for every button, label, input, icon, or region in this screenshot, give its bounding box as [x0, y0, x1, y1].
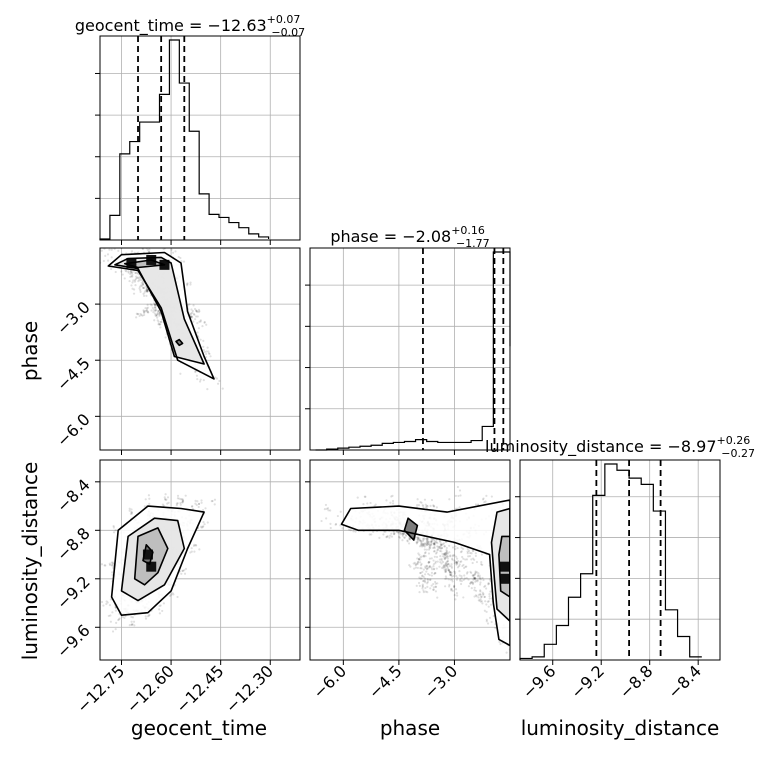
hist-yticks-luminosity_distance	[515, 496, 520, 620]
title-luminosity-distance-minus: −0.27	[721, 447, 755, 460]
x-tick-label: −12.75	[73, 661, 128, 716]
hist-frame-luminosity_distance	[519, 459, 721, 661]
x-tick-label: −12.30	[222, 661, 277, 716]
title-luminosity-distance: luminosity_distance = −8.97+0.26 −0.27	[485, 434, 755, 460]
hist-grid-phase	[310, 248, 510, 450]
contour-line	[403, 517, 419, 541]
contour-line	[340, 499, 510, 647]
y-tick-label: −6.0	[53, 410, 94, 451]
xticks-geocent_time-phase	[120, 450, 271, 455]
density-phase-luminosity_distance	[320, 485, 510, 654]
x-tick-label: −12.60	[123, 661, 178, 716]
hist-grid-geocent_time	[100, 36, 300, 240]
y-tick-label: −9.6	[53, 621, 94, 662]
contour-line	[175, 338, 184, 347]
y-tick-label: −4.5	[53, 354, 94, 395]
x-tick-label: −8.4	[664, 661, 705, 702]
contour-line	[107, 251, 215, 380]
hist-grid-luminosity_distance	[520, 460, 720, 660]
histogram-luminosity_distance	[519, 463, 702, 660]
title-luminosity-distance-plus: +0.26	[717, 434, 751, 447]
x-tick-label: −12.45	[172, 661, 227, 716]
histogram-phase	[315, 251, 511, 451]
x-tick-label: −3.0	[420, 661, 461, 702]
contour-line	[120, 517, 186, 602]
title-phase: phase = −2.08+0.16 −1.77	[330, 224, 489, 250]
ylabel-phase: phase	[18, 321, 42, 381]
contour-line	[133, 527, 169, 586]
hist-xticks-geocent_time	[120, 240, 271, 245]
xlabel-luminosity-distance: luminosity_distance	[521, 716, 720, 740]
title-geocent-time-plus: +0.07	[267, 13, 301, 26]
frame-geocent_time-luminosity_distance	[99, 459, 301, 661]
contour-line	[490, 507, 510, 623]
density-geocent_time-luminosity_distance	[100, 493, 217, 633]
density-peak	[146, 561, 157, 572]
histogram-geocent_time	[99, 39, 270, 240]
hist-frame-phase	[309, 247, 511, 451]
x-tick-label: −4.5	[365, 661, 406, 702]
contour-line	[110, 505, 205, 617]
yticks-geocent_time-phase: −6.0 −4.5 −3.0	[53, 298, 100, 451]
xticks-phase-luminosity_distance: −6.0 −4.5 −3.0	[309, 660, 461, 702]
y-tick-label: −3.0	[53, 298, 94, 339]
y-tick-label: −8.8	[53, 524, 94, 565]
yticks-geocent_time-luminosity_distance: −9.6 −9.2 −8.8 −8.4	[53, 475, 100, 662]
x-tick-label: −9.2	[567, 661, 608, 702]
y-tick-label: −9.2	[53, 572, 94, 613]
hist-frame-geocent_time	[99, 35, 301, 241]
hist-yticks-geocent_time	[95, 72, 100, 199]
xlabel-geocent-time: geocent_time	[131, 716, 267, 740]
title-phase-minus: −1.77	[456, 237, 490, 250]
title-phase-plus: +0.16	[451, 224, 485, 237]
x-tick-label: −6.0	[309, 661, 350, 702]
hist-xticks-luminosity_distance: −9.6 −9.2 −8.8 −8.4	[519, 660, 705, 702]
y-tick-label: −8.4	[53, 475, 94, 516]
grid-phase-luminosity_distance	[310, 460, 510, 660]
contour-line	[498, 535, 510, 598]
density-level	[341, 500, 510, 646]
frame-geocent_time-phase	[99, 247, 301, 451]
x-tick-label: −8.8	[616, 661, 657, 702]
hist-yticks-phase	[305, 284, 310, 410]
yticks-phase-luminosity_distance	[305, 481, 310, 628]
contour-line	[124, 259, 166, 269]
xticks-geocent_time-luminosity_distance: −12.75−12.60−12.45−12.30	[73, 660, 277, 717]
density-peak	[499, 561, 510, 572]
contour-line	[114, 256, 205, 365]
density-peak	[142, 549, 153, 560]
density-level	[114, 257, 205, 364]
title-geocent-time: geocent_time = −12.63+0.07 −0.07	[75, 13, 305, 39]
density-peak	[500, 573, 510, 584]
density-geocent_time-phase	[100, 248, 224, 391]
contour-line	[142, 543, 154, 566]
x-tick-label: −9.6	[519, 661, 560, 702]
ylabel-luminosity-distance: luminosity_distance	[18, 462, 42, 661]
hist-xticks-phase	[342, 450, 455, 455]
xlabel-phase: phase	[380, 716, 440, 740]
frame-phase-luminosity_distance	[309, 459, 511, 661]
